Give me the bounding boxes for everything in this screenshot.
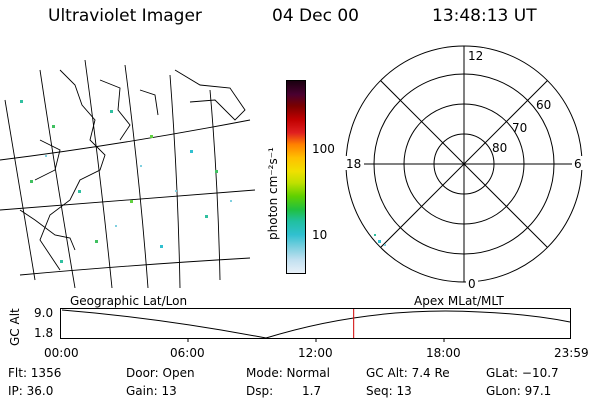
mode-status: Mode: Normal — [246, 366, 330, 380]
timeline-x-tick-0000: 00:00 — [44, 346, 79, 360]
geographic-latitude: GLat: −10.7 — [486, 366, 559, 380]
mlt-label-18: 18 — [346, 157, 361, 171]
dsp-label: Dsp: — [246, 384, 274, 398]
lat-label-80: 80 — [492, 141, 507, 155]
altitude-curve — [61, 309, 571, 339]
lat-label-70: 70 — [512, 121, 527, 135]
timeline-plot — [60, 308, 571, 342]
geographic-longitude: GLon: 97.1 — [486, 384, 552, 398]
polar-plot: 12 18 6 0 60 70 80 — [344, 45, 584, 291]
timeline-y-tick-low: 1.8 — [34, 326, 54, 340]
map-grid — [0, 59, 256, 288]
flight-number: Flt: 1356 — [8, 366, 62, 380]
timeline-x-tick-1800: 18:00 — [426, 346, 461, 360]
timeline-x-tick-1200: 12:00 — [298, 346, 333, 360]
timeline-y-tick-high: 9.0 — [34, 306, 54, 320]
colorbar-tick-10: 10 — [312, 228, 328, 242]
door-status: Door: Open — [126, 366, 195, 380]
instrument-title: Ultraviolet Imager — [48, 6, 202, 26]
ip-value: IP: 36.0 — [8, 384, 54, 398]
dsp-value: 1.7 — [302, 384, 322, 398]
geographic-map — [0, 59, 256, 288]
mlt-label-0: 0 — [468, 277, 476, 291]
colorbar — [286, 80, 306, 274]
timeline-y-axis-label: GC Alt — [8, 308, 22, 346]
observation-date: 04 Dec 00 — [272, 6, 359, 26]
timeline-left-label: Geographic Lat/Lon — [70, 294, 188, 308]
mlt-label-6: 6 — [574, 157, 582, 171]
gain-value: Gain: 13 — [126, 384, 177, 398]
colorbar-unit-label: photon cm⁻²s⁻¹ — [266, 147, 280, 240]
timeline-ticks — [187, 338, 445, 342]
timeline-x-tick-2359: 23:59 — [554, 346, 589, 360]
mlt-label-12: 12 — [468, 49, 483, 63]
polar-speckles — [374, 234, 386, 246]
sequence-number: Seq: 13 — [366, 384, 412, 398]
uv-intensity-speckles — [20, 100, 232, 263]
colorbar-tick-100: 100 — [312, 142, 335, 156]
timeline-right-label: Apex MLat/MLT — [414, 294, 504, 308]
lat-label-60: 60 — [536, 98, 551, 112]
observation-time: 13:48:13 UT — [432, 6, 537, 26]
timeline-x-tick-0600: 06:00 — [170, 346, 205, 360]
gc-altitude: GC Alt: 7.4 Re — [366, 366, 450, 380]
